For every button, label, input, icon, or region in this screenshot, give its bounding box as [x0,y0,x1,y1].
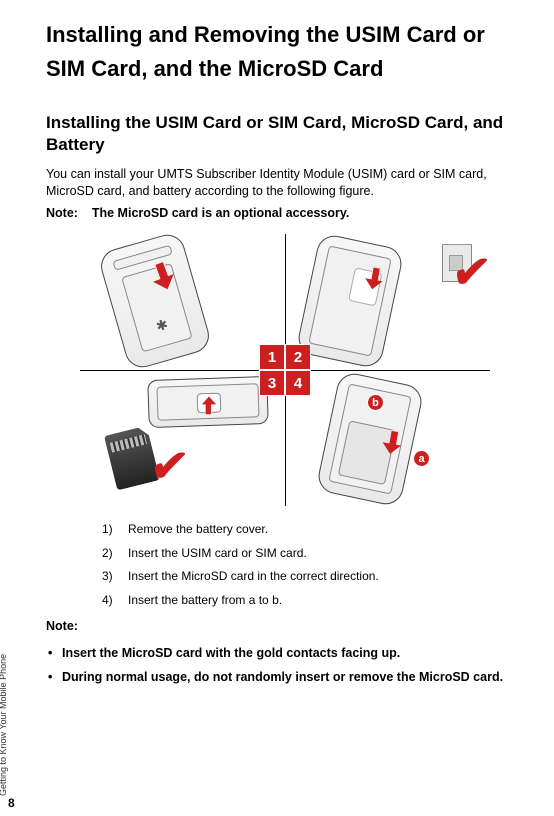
warning-item: • During normal usage, do not randomly i… [48,669,524,686]
step-number: 2) [102,546,128,562]
step-number: 1) [102,522,128,538]
badge-3: 3 [259,370,285,396]
bullet-icon: • [48,669,62,686]
warning-text: Insert the MicroSD card with the gold co… [62,645,400,662]
figure-step-1: ✱ [80,234,285,370]
note-text: The MicroSD card is an optional accessor… [92,206,350,220]
label-a: a [413,450,430,467]
figure-step-4: a b [285,370,490,506]
warning-item: • Insert the MicroSD card with the gold … [48,645,524,662]
badge-4: 4 [285,370,311,396]
warnings-list: • Insert the MicroSD card with the gold … [48,645,524,687]
note-label-2: Note: [46,619,524,633]
installation-figure: ✱ ✔ ✔ [46,234,524,506]
arrow-icon [360,265,388,293]
step-text: Insert the battery from a to b. [128,593,282,609]
badge-1: 1 [259,344,285,370]
page-number: 8 [8,796,15,810]
side-chapter-label: Getting to Know Your Mobile Phone [0,654,8,796]
step-item: 3) Insert the MicroSD card in the correc… [102,569,524,585]
main-title: Installing and Removing the USIM Card or… [46,18,524,86]
note-label: Note: [46,206,78,220]
intro-text: You can install your UMTS Subscriber Ide… [46,166,524,200]
figure-step-3: ✔ [80,370,285,506]
step-number: 4) [102,593,128,609]
step-text: Remove the battery cover. [128,522,268,538]
warning-text: During normal usage, do not randomly ins… [62,669,503,686]
step-item: 4) Insert the battery from a to b. [102,593,524,609]
step-item: 2) Insert the USIM card or SIM card. [102,546,524,562]
check-icon: ✔ [147,454,188,490]
figure-step-numbers: 1 2 3 4 [259,344,311,396]
step-text: Insert the USIM card or SIM card. [128,546,307,562]
figure-step-2: ✔ [285,234,490,370]
step-text: Insert the MicroSD card in the correct d… [128,569,379,585]
bullet-icon: • [48,645,62,662]
badge-2: 2 [285,344,311,370]
label-b: b [367,394,384,411]
steps-list: 1) Remove the battery cover. 2) Insert t… [102,522,524,608]
check-icon: ✔ [449,260,490,296]
arrow-icon [377,428,407,458]
step-number: 3) [102,569,128,585]
note-accessory: Note: The MicroSD card is an optional ac… [46,206,524,220]
step-item: 1) Remove the battery cover. [102,522,524,538]
arrow-icon [199,395,219,415]
section-title: Installing the USIM Card or SIM Card, Mi… [46,112,524,156]
